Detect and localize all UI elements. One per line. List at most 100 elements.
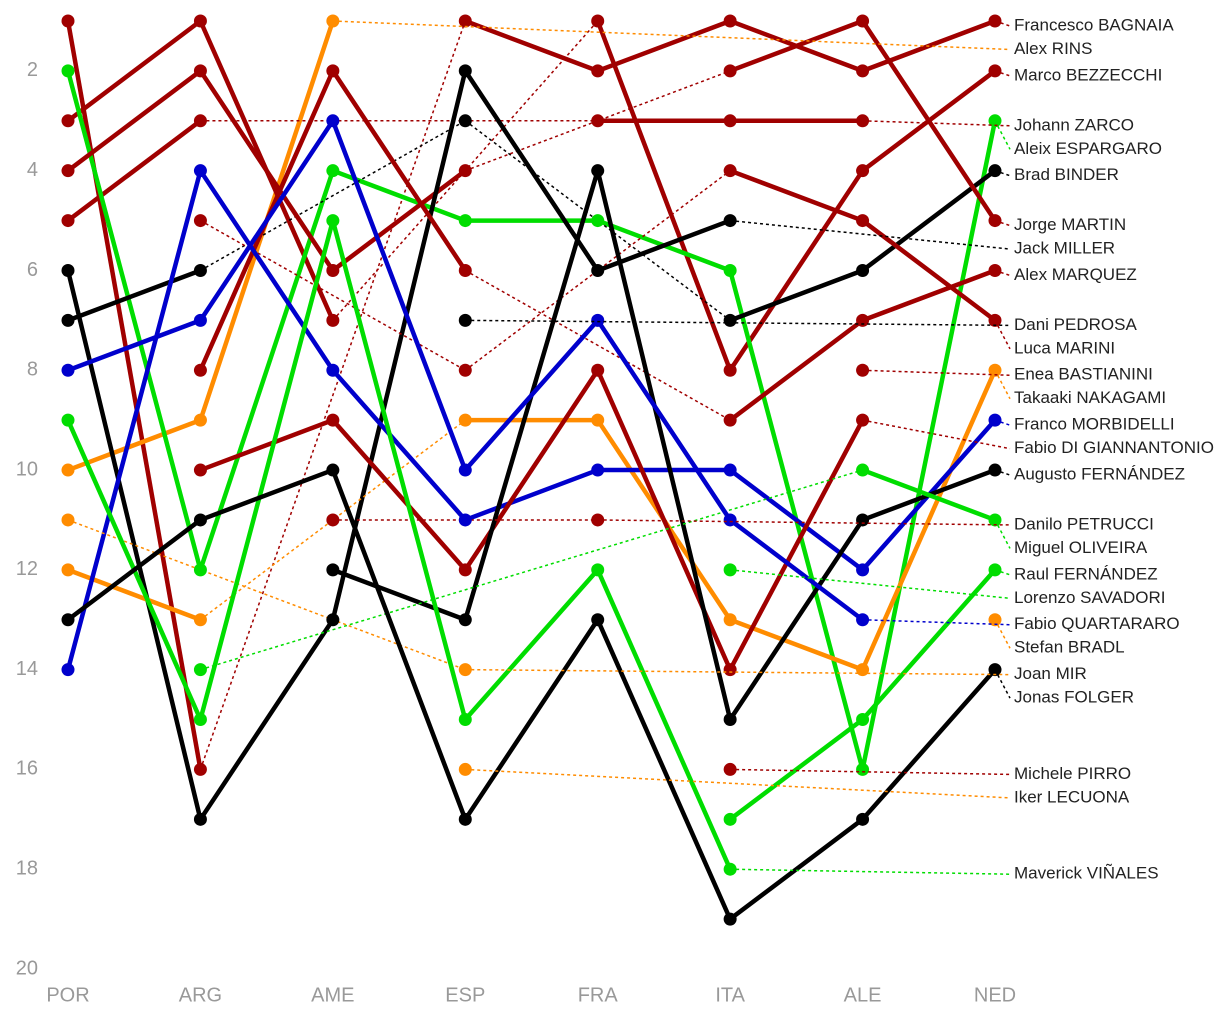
rank-point: [591, 563, 605, 577]
rank-point: [591, 463, 605, 477]
y-tick-label: 4: [27, 159, 38, 181]
series-label: Jack MILLER: [1014, 239, 1115, 258]
rank-line: [729, 168, 997, 323]
rank-line: [67, 268, 202, 323]
rank-point: [458, 513, 472, 527]
series-label: Michele PIRRO: [1014, 764, 1131, 783]
series-label: Marco BEZZECCHI: [1014, 65, 1162, 84]
rank-line: [332, 168, 996, 722]
rank-line: [66, 467, 997, 922]
rank-point: [458, 463, 472, 477]
rank-point: [723, 912, 737, 926]
rank-point: [193, 313, 207, 327]
label-connector: [862, 120, 1011, 127]
rank-point: [856, 263, 870, 277]
rank-point: [856, 663, 870, 677]
rank-point: [856, 713, 870, 727]
rank-point: [193, 214, 207, 228]
rank-point: [723, 14, 737, 28]
series-label: Brad BINDER: [1014, 165, 1119, 184]
series-label: Raul FERNÁNDEZ: [1014, 564, 1158, 583]
rank-point: [326, 463, 340, 477]
rank-point: [326, 413, 340, 427]
y-tick-label: 8: [27, 359, 38, 381]
rank-point: [723, 613, 737, 627]
label-connector: [862, 618, 1011, 626]
rank-point: [723, 164, 737, 178]
rank-point: [61, 363, 75, 377]
rank-point: [856, 313, 870, 327]
rank-point: [458, 214, 472, 228]
y-tick-label: 12: [16, 558, 38, 580]
rank-point: [193, 513, 207, 527]
series-label: Augusto FERNÁNDEZ: [1014, 465, 1185, 484]
rank-point: [723, 513, 737, 527]
rank-point: [326, 164, 340, 178]
gap-connector: [200, 120, 466, 272]
rank-point: [591, 313, 605, 327]
series-label: Francesco BAGNAIA: [1014, 15, 1174, 34]
label-connector: [465, 668, 1011, 676]
rank-point: [326, 64, 340, 78]
y-tick-label: 2: [27, 59, 38, 81]
rank-point: [591, 214, 605, 228]
rank-point: [193, 713, 207, 727]
rank-point: [326, 114, 340, 128]
series-label: Dani PEDROSA: [1014, 315, 1137, 334]
series-label: Johann ZARCO: [1014, 115, 1134, 134]
rank-point: [856, 14, 870, 28]
rank-point: [856, 762, 870, 776]
rank-point: [193, 613, 207, 627]
x-tick-label: ITA: [715, 984, 745, 1006]
rank-point: [723, 363, 737, 377]
x-tick-label: ARG: [179, 984, 222, 1006]
x-tick-label: ESP: [445, 984, 485, 1006]
gap-connector: [464, 120, 731, 321]
rank-point: [458, 14, 472, 28]
rank-point: [723, 413, 737, 427]
x-tick-label: POR: [46, 984, 89, 1006]
rank-line: [728, 568, 997, 822]
rank-point: [458, 413, 472, 427]
series-label: Takaaki NAKAGAMI: [1014, 388, 1166, 407]
label-connector: [994, 120, 1011, 150]
series-label: Alex RINS: [1014, 39, 1092, 58]
rank-point: [723, 463, 737, 477]
rank-point: [326, 563, 340, 577]
series-label: Miguel OLIVEIRA: [1014, 538, 1148, 557]
rank-point: [193, 413, 207, 427]
series-label: Joan MIR: [1014, 664, 1087, 683]
rank-point: [61, 263, 75, 277]
rank-point: [458, 363, 472, 377]
rank-line: [66, 68, 467, 273]
rank-point: [61, 64, 75, 78]
rank-point: [61, 413, 75, 427]
rank-point: [723, 263, 737, 277]
rank-point: [61, 313, 75, 327]
label-connector: [994, 70, 1011, 77]
rank-point: [723, 663, 737, 677]
label-connector: [994, 369, 1011, 400]
rank-line: [199, 368, 865, 672]
label-connector: [332, 20, 1011, 51]
label-connector: [994, 419, 1011, 426]
label-connector: [994, 619, 1011, 649]
rank-point: [591, 164, 605, 178]
y-tick-label: 20: [16, 957, 38, 979]
rank-point: [61, 463, 75, 477]
label-connector: [994, 320, 1011, 350]
series-label: Franco MORBIDELLI: [1014, 415, 1175, 434]
series-label: Luca MARINI: [1014, 338, 1115, 357]
rank-point: [856, 64, 870, 78]
rank-point: [591, 413, 605, 427]
series-label: Stefan BRADL: [1014, 638, 1125, 657]
label-connector: [730, 868, 1011, 875]
rank-point: [856, 812, 870, 826]
label-connector: [597, 519, 1011, 526]
label-connector: [730, 569, 1011, 600]
rank-point: [591, 613, 605, 627]
rank-point: [458, 64, 472, 78]
rank-point: [723, 812, 737, 826]
rank-point: [591, 114, 605, 128]
